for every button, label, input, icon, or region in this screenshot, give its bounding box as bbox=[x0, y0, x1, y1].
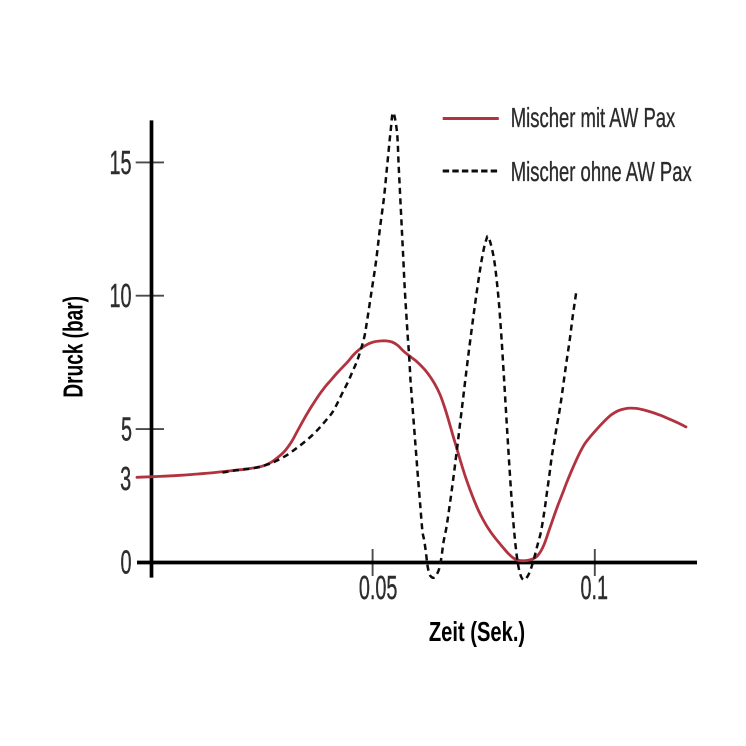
svg-text:0.1: 0.1 bbox=[581, 569, 609, 607]
svg-text:15: 15 bbox=[109, 144, 131, 182]
svg-text:0.05: 0.05 bbox=[359, 569, 398, 607]
svg-text:0: 0 bbox=[120, 543, 131, 581]
svg-text:Mischer mit AW Pax: Mischer mit AW Pax bbox=[511, 102, 676, 133]
svg-text:Druck (bar): Druck (bar) bbox=[58, 296, 90, 398]
svg-text:5: 5 bbox=[121, 410, 132, 448]
svg-text:Zeit (Sek.): Zeit (Sek.) bbox=[429, 617, 525, 648]
svg-text:10: 10 bbox=[109, 277, 131, 315]
svg-text:3: 3 bbox=[120, 459, 131, 497]
svg-text:Mischer ohne AW Pax: Mischer ohne AW Pax bbox=[511, 156, 692, 187]
